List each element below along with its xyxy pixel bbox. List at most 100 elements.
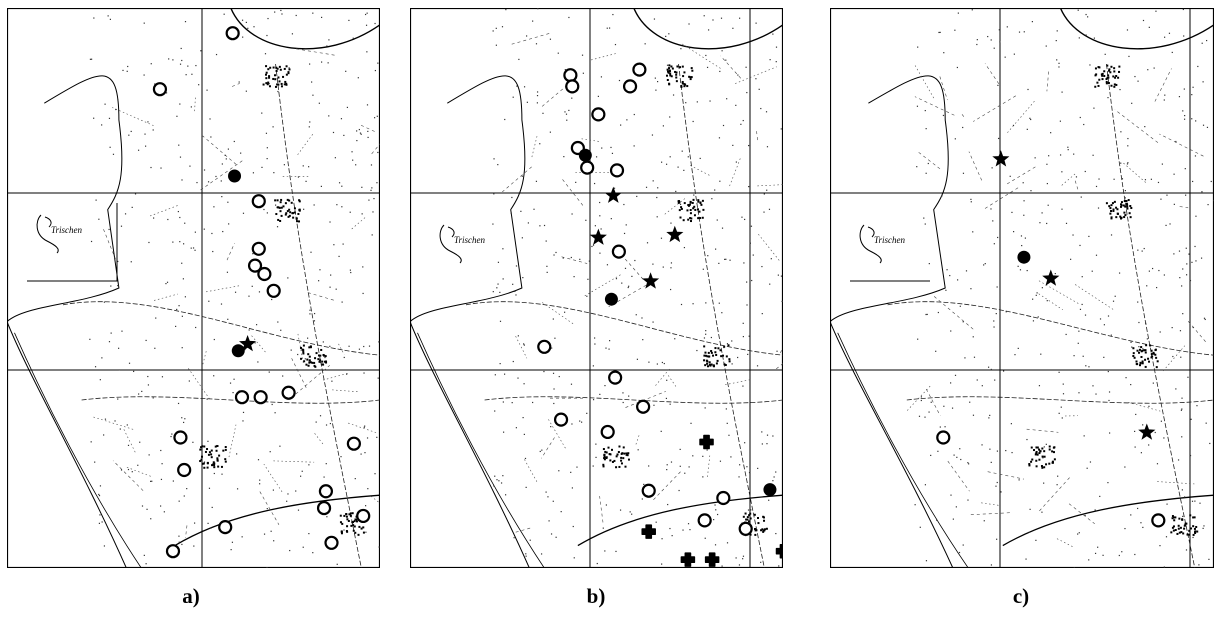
field-boundary — [194, 96, 196, 112]
field-boundary — [599, 496, 604, 523]
dike-line — [837, 332, 969, 568]
field-boundary — [291, 365, 331, 399]
filled-circle-marker — [578, 148, 592, 162]
road — [484, 396, 783, 404]
star-marker — [589, 228, 607, 245]
field-boundary — [153, 293, 178, 301]
open-circle-marker — [622, 79, 638, 94]
map-panel-b: Trischen — [410, 8, 783, 568]
field-boundary — [228, 424, 237, 458]
field-boundary — [1154, 68, 1172, 102]
field-boundary — [511, 33, 550, 45]
road-arc-bottom — [1002, 494, 1214, 547]
open-circle-marker — [611, 244, 626, 259]
road-arc — [230, 8, 380, 50]
road — [1106, 63, 1196, 568]
field-boundary — [1068, 503, 1095, 525]
open-circle-marker — [716, 490, 731, 506]
open-circle-marker — [600, 424, 615, 440]
map-panel-a: Trischen — [7, 8, 380, 568]
road-arc-bottom — [577, 494, 783, 547]
field-boundary — [664, 198, 686, 215]
open-circle-marker — [591, 107, 606, 122]
field-boundary — [187, 366, 210, 400]
filled-circle-marker — [763, 483, 777, 497]
field-boundary — [979, 502, 999, 506]
road — [465, 301, 783, 356]
field-boundary — [1007, 99, 1037, 133]
open-circle-marker — [936, 430, 951, 445]
open-circle-marker — [697, 513, 712, 528]
field-boundary — [515, 527, 532, 533]
field-boundary — [926, 388, 941, 416]
field-boundary — [968, 151, 983, 181]
field-boundary — [968, 512, 1010, 516]
open-circle-marker — [553, 412, 569, 427]
filled-circle-marker — [228, 169, 242, 183]
inset-label: Trischen — [454, 235, 486, 245]
field-boundary — [917, 151, 941, 170]
field-boundary — [201, 134, 237, 165]
field-boundary — [720, 55, 742, 79]
field-boundary — [1046, 71, 1049, 92]
open-circle-marker — [316, 500, 332, 516]
inset-trischen: Trischen — [27, 203, 118, 282]
cross-marker — [641, 524, 656, 539]
road — [62, 301, 380, 356]
field-boundary — [348, 422, 377, 434]
field-boundary — [961, 114, 965, 117]
field-boundary — [541, 84, 569, 107]
open-circle-marker — [218, 520, 233, 535]
open-circle-marker — [152, 82, 168, 97]
marker-layer — [152, 26, 371, 559]
field-boundary — [524, 459, 538, 482]
star-marker — [666, 225, 684, 243]
field-boundary — [707, 455, 711, 479]
field-boundary — [1157, 481, 1195, 485]
field-boundary — [905, 385, 931, 412]
open-circle-marker — [1151, 513, 1166, 528]
open-circle-marker — [636, 399, 651, 414]
field-boundary — [149, 204, 180, 217]
field-boundary — [1162, 345, 1185, 372]
field-boundary — [635, 433, 640, 445]
field-boundary — [185, 525, 188, 538]
star-marker — [604, 186, 622, 203]
field-boundary — [351, 217, 366, 230]
cross-marker — [704, 552, 720, 567]
field-boundary — [591, 53, 617, 61]
field-boundary — [251, 335, 266, 353]
road-arc — [633, 8, 783, 50]
map-base: Trischen — [410, 8, 783, 568]
field-boundary — [729, 157, 741, 187]
filled-circle-marker — [1017, 250, 1031, 264]
open-circle-marker — [346, 436, 361, 451]
map-panel-c: Trischen — [830, 8, 1214, 568]
field-boundary — [655, 367, 671, 386]
field-boundary — [296, 134, 313, 156]
field-boundary — [580, 138, 599, 142]
coastline — [7, 75, 127, 568]
open-circle-marker — [253, 390, 268, 405]
filled-circle-marker — [604, 292, 618, 306]
field-boundary — [231, 83, 240, 87]
field-boundary — [756, 131, 758, 141]
field-boundary — [91, 416, 134, 430]
map-frame — [410, 8, 783, 568]
road — [678, 63, 765, 568]
open-circle-marker — [225, 26, 240, 41]
field-boundary — [1179, 206, 1189, 209]
field-boundary — [305, 291, 334, 301]
field-boundary — [776, 363, 783, 370]
field-boundary — [226, 242, 235, 261]
field-boundary — [1026, 428, 1059, 433]
road — [81, 396, 380, 404]
field-boundary — [625, 391, 666, 408]
field-boundary — [584, 274, 621, 297]
inset-label: Trischen — [51, 225, 83, 235]
field-boundary — [724, 379, 751, 386]
caption-b: b) — [586, 584, 606, 608]
field-boundary — [112, 460, 144, 491]
field-boundary — [1061, 172, 1077, 186]
field-boundary — [273, 460, 315, 463]
